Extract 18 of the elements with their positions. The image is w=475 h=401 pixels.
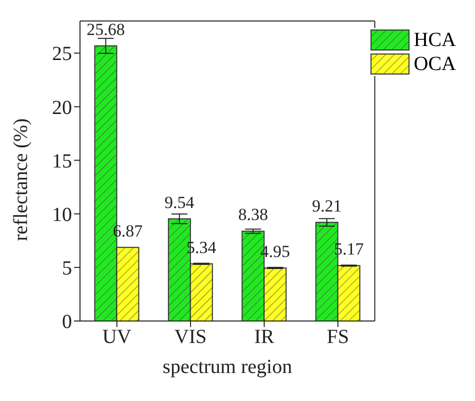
data-label: 9.21 [312, 196, 342, 216]
data-label: 8.38 [238, 205, 268, 224]
y-tick-label: 15 [52, 150, 72, 172]
x-axis-title: spectrum region [162, 356, 292, 378]
y-tick-label: 10 [52, 204, 72, 226]
y-tick-label: 5 [62, 258, 72, 280]
legend-label: OCA [414, 52, 456, 76]
x-tick-label: UV [102, 326, 132, 348]
x-tick-label: FS [326, 326, 350, 348]
y-tick-label: 25 [52, 43, 72, 66]
y-tick-label: 0 [62, 311, 72, 334]
legend-label: HCA [414, 28, 456, 52]
data-label: 9.54 [164, 192, 195, 212]
y-tick-label: 20 [52, 96, 72, 119]
data-label: 25.68 [86, 20, 125, 39]
y-axis-title: reflectance (%) [10, 118, 32, 241]
x-tick-label: IR [254, 326, 275, 348]
x-tick-label: VIS [174, 326, 207, 348]
